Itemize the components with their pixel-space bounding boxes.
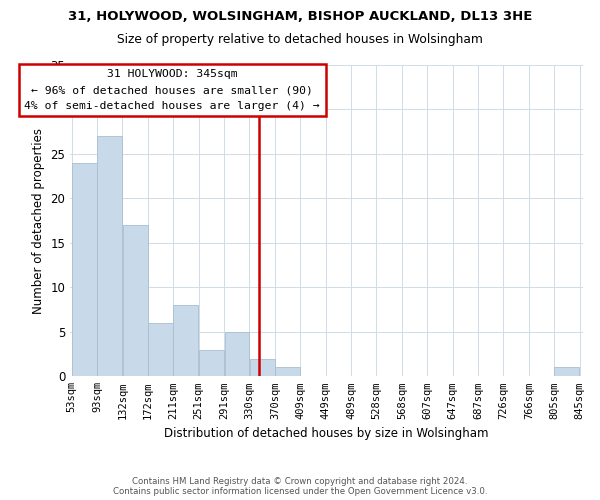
Bar	[72, 163, 97, 376]
Text: Contains public sector information licensed under the Open Government Licence v3: Contains public sector information licen…	[113, 487, 487, 496]
Text: Contains HM Land Registry data © Crown copyright and database right 2024.: Contains HM Land Registry data © Crown c…	[132, 477, 468, 486]
Bar	[148, 323, 173, 376]
X-axis label: Distribution of detached houses by size in Wolsingham: Distribution of detached houses by size …	[164, 427, 489, 440]
Text: Size of property relative to detached houses in Wolsingham: Size of property relative to detached ho…	[117, 32, 483, 46]
Bar	[173, 305, 199, 376]
Bar	[122, 225, 148, 376]
Bar	[554, 368, 580, 376]
Bar	[199, 350, 224, 376]
Text: 31, HOLYWOOD, WOLSINGHAM, BISHOP AUCKLAND, DL13 3HE: 31, HOLYWOOD, WOLSINGHAM, BISHOP AUCKLAN…	[68, 10, 532, 23]
Bar	[275, 368, 300, 376]
Bar	[224, 332, 249, 376]
Y-axis label: Number of detached properties: Number of detached properties	[32, 128, 45, 314]
Bar	[97, 136, 122, 376]
Bar	[250, 358, 275, 376]
Text: 31 HOLYWOOD: 345sqm
← 96% of detached houses are smaller (90)
4% of semi-detache: 31 HOLYWOOD: 345sqm ← 96% of detached ho…	[25, 70, 320, 110]
